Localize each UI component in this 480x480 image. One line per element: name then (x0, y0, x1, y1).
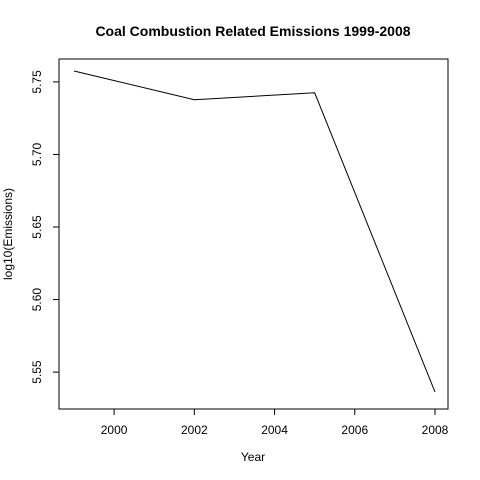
y-axis: 5.55 5.60 5.65 5.70 5.75 (30, 70, 59, 384)
x-tick-label: 2000 (101, 423, 128, 437)
y-axis-label: log10(Emissions) (1, 188, 15, 280)
x-tick-label: 2002 (181, 423, 208, 437)
x-tick-label: 2006 (341, 423, 368, 437)
y-tick-label: 5.75 (30, 70, 44, 94)
series-line (73, 70, 436, 393)
series-layer (73, 70, 436, 393)
x-tick-label: 2008 (422, 423, 449, 437)
y-tick-label: 5.70 (30, 142, 44, 166)
chart-title: Coal Combustion Related Emissions 1999-2… (95, 23, 410, 39)
y-tick-label: 5.55 (30, 360, 44, 384)
x-tick-label: 2004 (261, 423, 288, 437)
y-tick-label: 5.65 (30, 215, 44, 239)
x-axis-label: Year (241, 450, 265, 464)
x-axis: 2000 2002 2004 2006 2008 (101, 409, 449, 437)
y-tick-label: 5.60 (30, 288, 44, 312)
plot-area-border (58, 58, 449, 410)
